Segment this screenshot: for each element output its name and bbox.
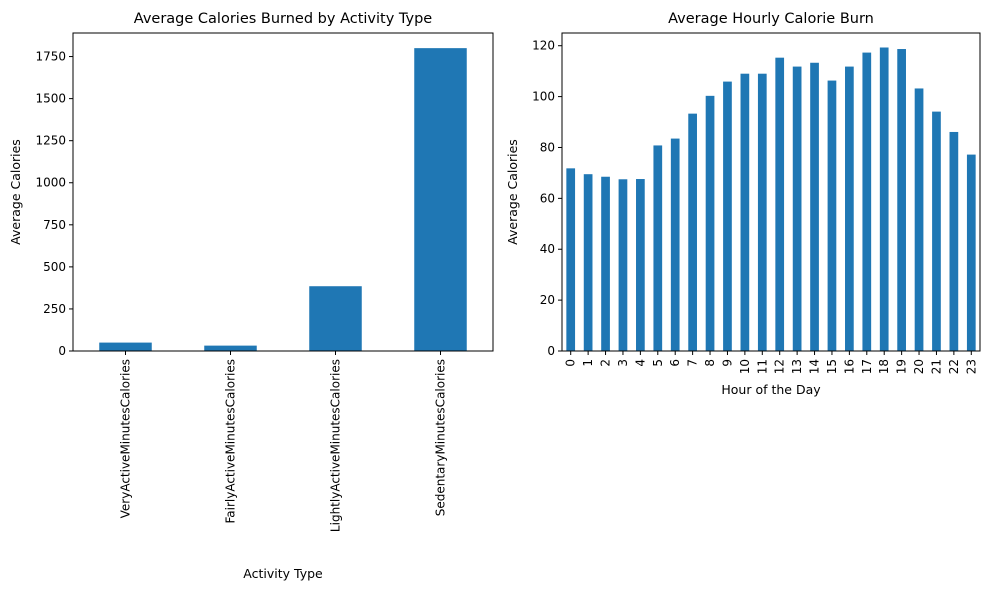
bar-20 — [914, 88, 924, 352]
hourly-calorie-chart: Average Hourly Calorie Burn 020406080100… — [505, 11, 981, 397]
y-tick-label: 100 — [532, 90, 555, 104]
x-tick-label: VeryActiveMinutesCalories — [119, 359, 133, 518]
y-tick-label: 750 — [43, 218, 66, 232]
x-tick-label: 19 — [895, 359, 909, 374]
bar-8 — [705, 95, 715, 351]
bar-VeryActiveMinutesCalories — [99, 342, 152, 351]
bar-12 — [775, 57, 785, 352]
x-axis-label: Hour of the Day — [721, 382, 821, 397]
y-tick-label: 40 — [540, 242, 555, 256]
bar-4 — [636, 179, 645, 351]
bar-2 — [601, 176, 610, 351]
y-tick-label: 60 — [540, 191, 555, 205]
x-tick-label: 20 — [912, 359, 926, 374]
x-tick-label: 22 — [947, 359, 961, 374]
x-tick-label: 3 — [616, 359, 630, 367]
bar-16 — [845, 66, 854, 351]
x-tick-label: 7 — [686, 359, 700, 367]
x-axis-ticks: VeryActiveMinutesCalories FairlyActiveMin… — [119, 351, 448, 532]
bar-15 — [827, 80, 837, 351]
x-tick-label: 13 — [790, 359, 804, 374]
x-tick-label: 8 — [703, 359, 717, 367]
bar-11 — [757, 73, 767, 351]
bar-6 — [670, 138, 680, 351]
x-tick-label: 6 — [668, 359, 682, 367]
bar-18 — [879, 47, 889, 351]
x-tick-label: 23 — [964, 359, 978, 374]
x-tick-label: LightlyActiveMinutesCalories — [329, 359, 343, 532]
y-axis-ticks: 0 250 500 750 1000 1250 1500 1750 — [35, 50, 73, 358]
bar-0 — [566, 168, 576, 351]
y-axis-label: Average Calories — [8, 139, 23, 245]
y-tick-label: 0 — [547, 344, 555, 358]
bar-FairlyActiveMinutesCalories — [204, 345, 257, 351]
bar-23 — [966, 154, 976, 351]
x-tick-label: 5 — [651, 359, 665, 367]
x-tick-label: 18 — [877, 359, 891, 374]
x-tick-label: 11 — [755, 359, 769, 374]
plot-frame — [561, 32, 981, 352]
y-tick-label: 1250 — [35, 134, 66, 148]
x-tick-label: 21 — [929, 359, 943, 374]
x-tick-label: 14 — [808, 359, 822, 374]
bar-LightlyActiveMinutesCalories — [309, 286, 362, 351]
y-axis-ticks: 0 20 40 60 80 100 120 — [532, 39, 562, 358]
x-axis-ticks: 0 1 2 3 4 5 6 7 8 9 10 11 12 13 14 15 16 17 18 19 20 21 22 23 — [564, 351, 978, 374]
y-tick-label: 500 — [43, 260, 66, 274]
bar-9 — [723, 81, 732, 351]
x-tick-label: 2 — [599, 359, 613, 367]
bar-group — [99, 48, 467, 351]
chart-title: Average Calories Burned by Activity Type — [134, 11, 433, 27]
y-tick-label: 0 — [58, 344, 66, 358]
x-tick-label: 12 — [773, 359, 787, 374]
y-tick-label: 80 — [540, 140, 555, 154]
bar-14 — [810, 62, 819, 351]
bar-17 — [862, 52, 872, 352]
bar-3 — [618, 179, 628, 351]
bar-13 — [792, 66, 802, 351]
y-tick-label: 20 — [540, 293, 555, 307]
bar-5 — [653, 145, 663, 351]
bar-group — [566, 47, 976, 352]
x-axis-label: Activity Type — [243, 566, 323, 581]
y-tick-label: 250 — [43, 302, 66, 316]
x-tick-label: 9 — [720, 359, 734, 367]
y-axis-label: Average Calories — [505, 139, 520, 245]
bar-10 — [740, 73, 750, 351]
y-tick-label: 1000 — [35, 176, 66, 190]
x-tick-label: FairlyActiveMinutesCalories — [224, 359, 238, 524]
y-tick-label: 120 — [532, 39, 555, 53]
x-tick-label: 0 — [564, 359, 578, 367]
y-tick-label: 1500 — [35, 92, 66, 106]
plot-frame — [72, 32, 494, 352]
bar-21 — [932, 111, 941, 351]
x-tick-label: 17 — [860, 359, 874, 374]
chart-title: Average Hourly Calorie Burn — [668, 11, 874, 27]
bar-SedentaryMinutesCalories — [414, 48, 467, 351]
bar-22 — [949, 131, 959, 351]
x-tick-label: 15 — [825, 359, 839, 374]
x-tick-label: 4 — [633, 359, 647, 367]
x-tick-label: SedentaryMinutesCalories — [434, 359, 448, 516]
bar-19 — [897, 49, 906, 351]
bar-1 — [583, 174, 593, 351]
x-tick-label: 1 — [581, 359, 595, 367]
activity-type-chart: Average Calories Burned by Activity Type… — [8, 11, 494, 581]
bar-7 — [688, 113, 697, 351]
x-tick-label: 10 — [738, 359, 752, 374]
y-tick-label: 1750 — [35, 50, 66, 64]
x-tick-label: 16 — [842, 359, 856, 374]
